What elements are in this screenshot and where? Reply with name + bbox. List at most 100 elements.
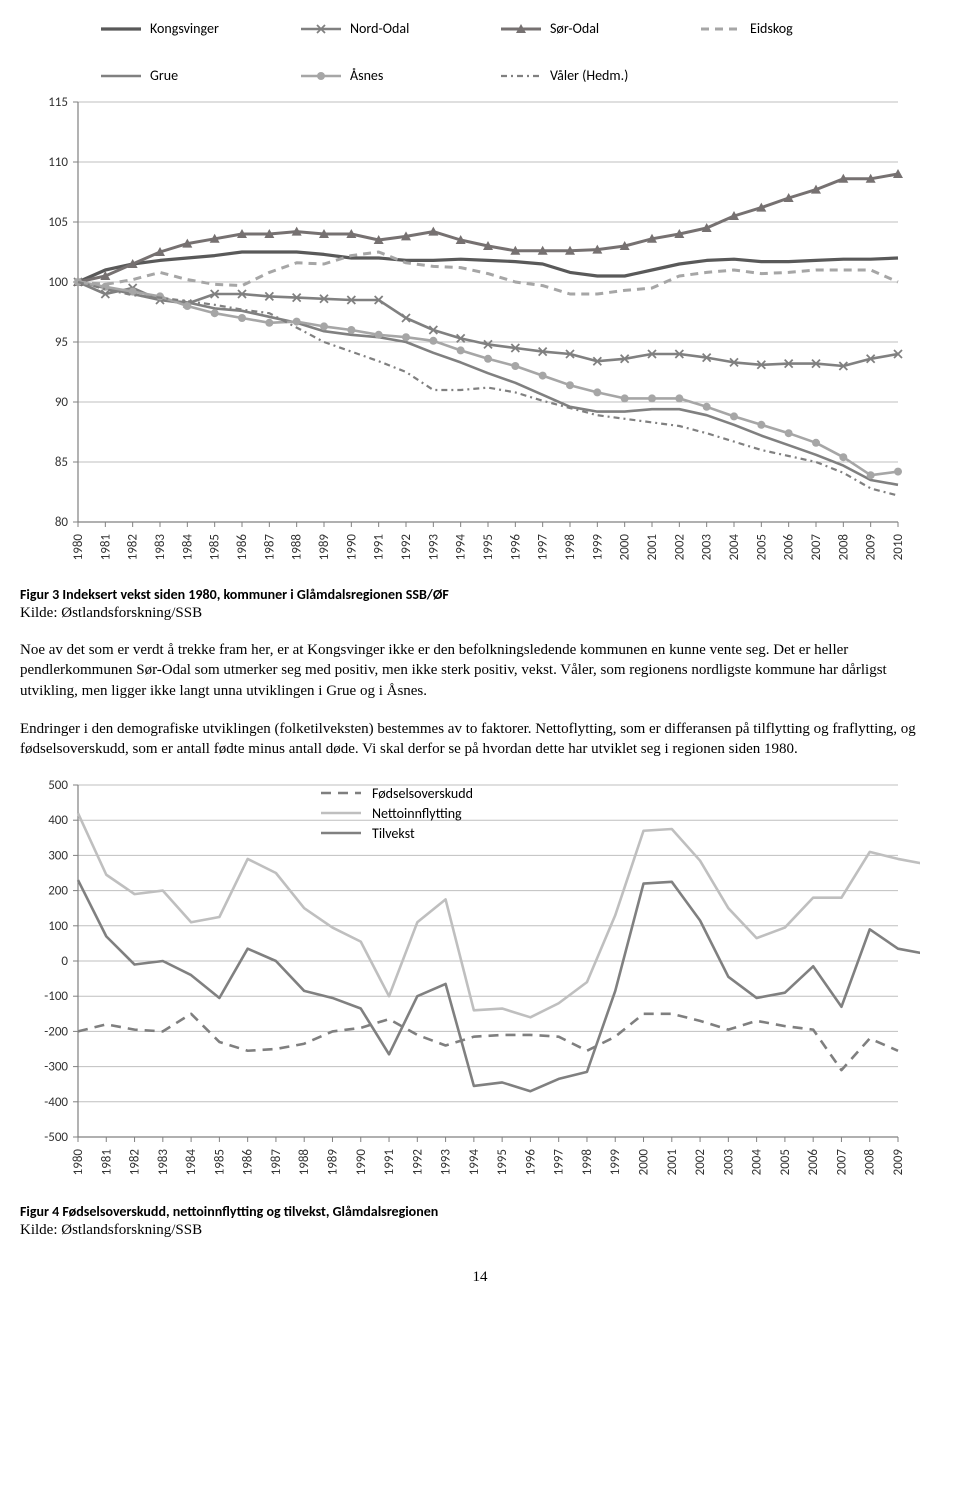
svg-text:1984: 1984 [180,534,195,561]
svg-text:2007: 2007 [809,534,824,561]
svg-text:1998: 1998 [563,534,578,561]
svg-text:2004: 2004 [727,534,742,561]
svg-text:1980: 1980 [71,1149,86,1176]
svg-text:2003: 2003 [721,1149,736,1176]
svg-text:2008: 2008 [863,1149,878,1176]
svg-text:2003: 2003 [700,534,715,561]
svg-text:95: 95 [55,335,68,350]
svg-text:-500: -500 [44,1130,68,1145]
figure4-source: Kilde: Østlandsforskning/SSB [20,1222,940,1239]
svg-text:1987: 1987 [269,1149,284,1176]
svg-text:1992: 1992 [399,534,414,561]
svg-text:80: 80 [55,515,69,530]
svg-text:2002: 2002 [693,1149,708,1176]
svg-text:1990: 1990 [354,1149,369,1176]
legend-label: Åsnes [350,67,383,84]
page-number: 14 [20,1269,940,1286]
svg-text:1986: 1986 [241,1149,256,1176]
legend-label: Eidskog [750,20,793,37]
chart1-svg: 8085909510010511011519801981198219831984… [20,92,920,582]
svg-text:110: 110 [48,155,68,170]
svg-text:0: 0 [61,954,68,969]
legend-item-nord-odal: Nord-Odal [300,20,470,37]
svg-text:2009: 2009 [891,1149,906,1176]
legend-item-fødselsoverskudd: Fødselsoverskudd [320,783,473,803]
svg-text:1983: 1983 [153,534,168,561]
figure3-source: Kilde: Østlandsforskning/SSB [20,605,940,622]
svg-text:-100: -100 [44,989,68,1004]
legend-item-tilvekst: Tilvekst [320,823,473,843]
svg-text:105: 105 [48,215,68,230]
svg-text:2010: 2010 [891,534,906,561]
svg-text:1993: 1993 [439,1149,454,1176]
svg-text:1990: 1990 [344,534,359,561]
figure4-caption: Figur 4 Fødselsoverskudd, nettoinnflytti… [20,1203,940,1220]
legend-label: Fødselsoverskudd [372,785,473,802]
svg-text:1983: 1983 [156,1149,171,1176]
svg-text:1982: 1982 [128,1149,143,1176]
paragraph-2: Endringer i den demografiske utviklingen… [20,719,940,760]
svg-text:2006: 2006 [782,534,797,561]
legend-label: Kongsvinger [150,20,219,37]
legend-label: Tilvekst [372,825,415,842]
svg-text:2004: 2004 [750,1149,765,1176]
legend-label: Sør-Odal [550,20,599,37]
svg-text:-200: -200 [44,1025,68,1040]
svg-text:85: 85 [55,455,68,470]
svg-text:1984: 1984 [184,1149,199,1176]
svg-text:1991: 1991 [372,534,387,560]
svg-text:1986: 1986 [235,534,250,561]
svg-text:1985: 1985 [208,534,223,560]
svg-text:1988: 1988 [297,1149,312,1176]
legend-label: Nettoinnflytting [372,805,462,822]
svg-text:1995: 1995 [495,1149,510,1175]
svg-text:2006: 2006 [806,1149,821,1176]
svg-text:1997: 1997 [536,534,551,561]
svg-text:1998: 1998 [580,1149,595,1176]
svg-text:1996: 1996 [508,534,523,561]
svg-text:300: 300 [48,849,68,864]
svg-text:1995: 1995 [481,534,496,560]
svg-text:2001: 2001 [665,1149,680,1175]
chart2-legend: Fødselsoverskudd Nettoinnflytting Tilvekst [320,783,473,843]
svg-text:2005: 2005 [754,534,769,560]
svg-text:1989: 1989 [325,1149,340,1176]
legend-item-s-r-odal: Sør-Odal [500,20,670,37]
svg-text:400: 400 [48,813,68,828]
svg-text:1989: 1989 [317,534,332,561]
svg-text:1999: 1999 [608,1149,623,1176]
legend-item-eidskog: Eidskog [700,20,870,37]
svg-text:1985: 1985 [212,1149,227,1175]
svg-text:1994: 1994 [467,1149,482,1176]
svg-text:2000: 2000 [637,1149,652,1176]
legend-item-kongsvinger: Kongsvinger [100,20,270,37]
svg-text:1991: 1991 [382,1149,397,1175]
svg-text:-400: -400 [44,1095,68,1110]
legend-label: Nord-Odal [350,20,409,37]
svg-text:1992: 1992 [410,1149,425,1176]
svg-text:-300: -300 [44,1060,68,1075]
svg-text:1988: 1988 [290,534,305,561]
svg-text:1993: 1993 [426,534,441,561]
svg-text:100: 100 [48,275,68,290]
svg-text:200: 200 [48,884,68,899]
svg-text:1999: 1999 [590,534,605,561]
svg-text:100: 100 [48,919,68,934]
legend-item-grue: Grue [100,67,270,84]
demographic-chart: Fødselsoverskudd Nettoinnflytting Tilvekst… [20,777,920,1197]
svg-text:2008: 2008 [836,534,851,561]
svg-text:115: 115 [48,95,68,110]
svg-text:90: 90 [55,395,69,410]
index-growth-chart: Kongsvinger Nord-Odal Sør-Odal Eidskog Grue Å… [20,20,920,580]
svg-text:1994: 1994 [454,534,469,561]
legend-label: Grue [150,67,178,84]
svg-text:2007: 2007 [834,1149,849,1176]
svg-text:500: 500 [48,778,68,793]
svg-text:1981: 1981 [99,1149,114,1175]
svg-text:2001: 2001 [645,534,660,560]
svg-text:1980: 1980 [71,534,86,561]
legend-item-nettoinnflytting: Nettoinnflytting [320,803,473,823]
legend-item--snes: Åsnes [300,67,470,84]
legend-item-v-ler-hedm-: Våler (Hedm.) [500,67,670,84]
svg-text:2005: 2005 [778,1149,793,1175]
